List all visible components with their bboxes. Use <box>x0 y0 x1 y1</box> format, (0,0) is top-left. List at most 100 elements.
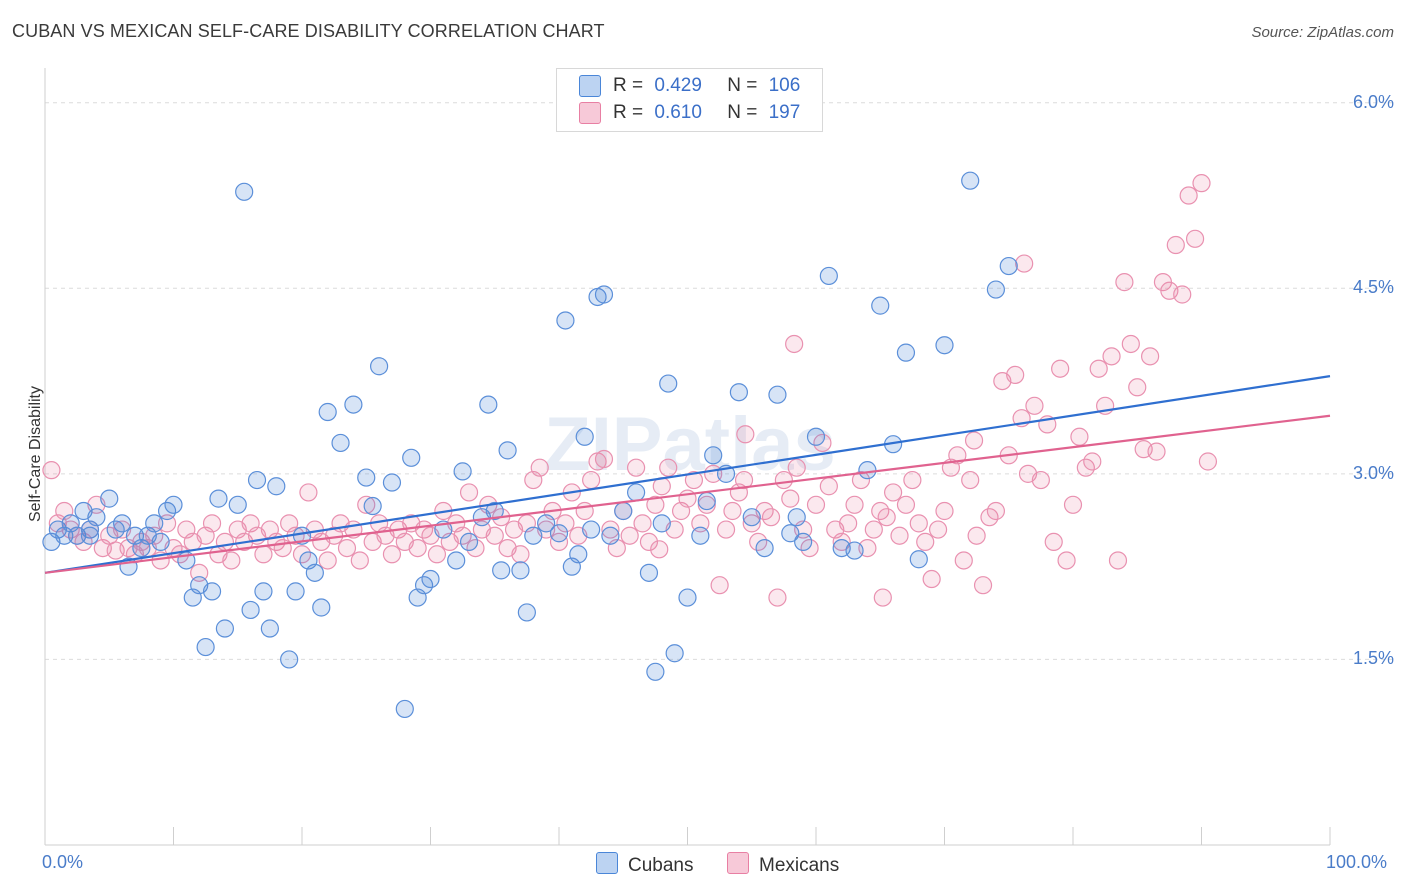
mexican-point <box>1083 452 1102 471</box>
x-tick-label-min: 0.0% <box>42 852 84 872</box>
y-tick-label: 4.5% <box>1352 277 1394 298</box>
mexican-point <box>1070 427 1089 446</box>
cuban-point <box>909 550 928 569</box>
cuban-point <box>556 311 575 330</box>
cuban-point <box>781 524 800 543</box>
cuban-point <box>402 448 421 467</box>
mexican-point <box>774 470 793 490</box>
mexican-point <box>832 532 851 552</box>
mexican-point <box>639 532 659 552</box>
mexican-point <box>1025 396 1044 415</box>
cuban-point <box>575 427 594 446</box>
mexican-point <box>511 545 530 564</box>
cuban-point <box>704 446 723 465</box>
cuban-point <box>517 603 536 622</box>
cuban-point <box>395 699 414 719</box>
cuban-point <box>447 551 466 570</box>
mexican-point <box>318 551 337 570</box>
cuban-point <box>858 461 877 480</box>
mexican-point <box>427 545 447 564</box>
mexican-point <box>582 470 601 490</box>
mexican-point <box>299 483 318 502</box>
mexican-point <box>716 520 736 539</box>
cuban-point <box>247 470 267 490</box>
mexican-point <box>909 514 928 533</box>
mexican-point <box>350 551 369 570</box>
mexican-point <box>691 514 710 533</box>
cuban-point <box>794 532 813 552</box>
mexican-point <box>1147 442 1166 461</box>
cuban-point <box>485 501 504 521</box>
cuban-point <box>986 280 1006 299</box>
mexican-point <box>922 569 941 589</box>
mexican-point <box>864 520 883 539</box>
mexican-point <box>357 495 376 514</box>
cuban-point <box>202 582 222 601</box>
mexican-point <box>601 520 620 539</box>
cuban-point <box>524 526 543 545</box>
mexican-point <box>935 501 954 521</box>
cuban-point <box>806 427 826 446</box>
mexican-point <box>768 588 787 607</box>
trendlines <box>44 375 1331 574</box>
cubans-trendline <box>44 375 1331 574</box>
cuban-point <box>479 395 498 414</box>
mexican-point <box>633 514 652 533</box>
y-tick-label: 1.5% <box>1352 648 1394 669</box>
mexican-point <box>659 458 678 477</box>
cuban-point <box>742 508 761 527</box>
cuban-point <box>312 598 331 617</box>
mexican-point <box>1198 452 1218 471</box>
cuban-point <box>305 563 324 582</box>
cuban-point <box>768 385 787 404</box>
cuban-point <box>697 491 716 511</box>
cubans-n-label: N = <box>727 75 758 97</box>
mexicans-trendline <box>44 414 1331 574</box>
mexican-point <box>684 470 704 490</box>
cuban-point <box>652 514 671 533</box>
cuban-point <box>344 395 363 414</box>
legend-item-mexicans[interactable]: Mexicans <box>727 852 839 877</box>
mexican-point <box>1192 174 1211 193</box>
chart-title: CUBAN VS MEXICAN SELF-CARE DISABILITY CO… <box>12 21 605 41</box>
legend-item-cubans[interactable]: Cubans <box>596 852 694 877</box>
mexican-point <box>1115 273 1134 292</box>
mexican-point <box>806 495 826 514</box>
cuban-point <box>537 514 556 533</box>
cubans-swatch <box>579 75 601 97</box>
cuban-point <box>453 462 472 481</box>
mexican-point <box>1031 470 1050 490</box>
mexican-point <box>42 461 61 480</box>
cuban-point <box>260 619 279 638</box>
mexican-point <box>626 458 646 477</box>
cuban-point <box>755 538 774 558</box>
mexican-point <box>215 532 234 552</box>
cuban-point <box>999 256 1018 276</box>
mexican-point <box>1044 532 1063 552</box>
mexicans-r-label: R = <box>613 102 644 124</box>
cuban-point <box>691 526 710 545</box>
mexicans-points <box>42 174 1218 607</box>
cuban-point <box>370 357 389 376</box>
cuban-point <box>594 285 614 304</box>
cuban-point <box>492 561 511 580</box>
mexican-point <box>1173 285 1192 304</box>
mexican-point <box>1057 551 1076 570</box>
legend-row-mexicans: R = 0.610 N = 197 <box>579 102 800 128</box>
mexican-point <box>890 526 909 545</box>
cuban-point <box>235 182 254 201</box>
axes <box>44 68 1331 846</box>
cuban-point <box>498 441 517 460</box>
mexicans-n-label: N = <box>727 102 758 124</box>
cuban-point <box>215 619 234 638</box>
cuban-point <box>318 402 337 422</box>
mexican-point <box>485 526 504 545</box>
cuban-point <box>228 495 247 514</box>
mexican-point <box>839 514 858 533</box>
mexican-point <box>1063 495 1083 514</box>
y-tick-label: 6.0% <box>1352 91 1394 112</box>
cuban-point <box>787 508 806 527</box>
y-tick-label: 3.0% <box>1352 462 1394 483</box>
mexican-point <box>1108 551 1128 570</box>
mexican-point <box>734 470 754 490</box>
